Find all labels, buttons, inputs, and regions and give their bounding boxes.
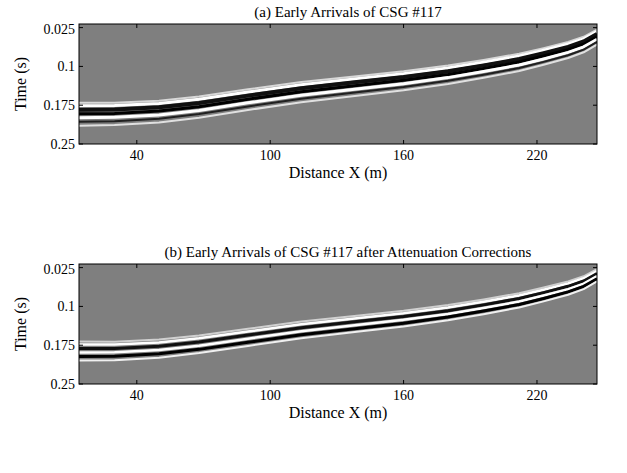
x-tick-label: 40 xyxy=(130,388,144,403)
y-tick-label: 0.25 xyxy=(51,377,76,392)
y-tick-label: 0.175 xyxy=(44,338,76,353)
x-tick xyxy=(270,140,271,144)
y-tick xyxy=(79,66,83,67)
x-tick-label: 160 xyxy=(393,148,414,163)
panel: (b) Early Arrivals of CSG #117 after Att… xyxy=(12,244,597,422)
y-tick-label: 0.1 xyxy=(58,59,76,74)
y-tick xyxy=(79,144,83,145)
y-tick-label: 0.1 xyxy=(58,299,76,314)
x-tick-label: 100 xyxy=(260,148,281,163)
y-tick xyxy=(79,267,83,268)
arrival-stripe xyxy=(79,42,597,122)
x-tick-label: 40 xyxy=(130,148,144,163)
y-tick xyxy=(593,384,597,385)
y-tick xyxy=(593,345,597,346)
arrival-stripe xyxy=(79,274,597,349)
panel-title: (b) Early Arrivals of CSG #117 after Att… xyxy=(165,244,532,261)
y-tick-label: 0.25 xyxy=(51,137,76,152)
plot-background xyxy=(79,24,597,144)
y-tick xyxy=(79,27,83,28)
y-tick xyxy=(79,105,83,106)
x-tick xyxy=(536,140,537,144)
y-tick xyxy=(593,144,597,145)
data-group xyxy=(79,30,597,126)
arrival-stripe xyxy=(79,276,597,352)
y-axis-title: Time (s) xyxy=(12,297,30,351)
x-tick xyxy=(403,264,404,268)
x-tick xyxy=(403,380,404,384)
x-tick xyxy=(270,24,271,28)
arrival-stripe xyxy=(79,45,597,126)
x-tick xyxy=(270,264,271,268)
y-tick-label: 0.175 xyxy=(44,98,76,113)
figure: (a) Early Arrivals of CSG #117 40 100 160 22… xyxy=(0,0,627,473)
data-group xyxy=(79,269,597,361)
x-tick xyxy=(536,380,537,384)
y-tick xyxy=(79,306,83,307)
y-tick xyxy=(593,66,597,67)
y-tick xyxy=(593,267,597,268)
y-tick xyxy=(79,384,83,385)
arrival-stripe xyxy=(79,37,597,114)
x-tick xyxy=(136,24,137,28)
x-tick xyxy=(270,380,271,384)
y-tick xyxy=(593,27,597,28)
x-axis-title: Distance X (m) xyxy=(289,404,388,422)
plot-frame xyxy=(79,24,597,144)
y-tick xyxy=(79,345,83,346)
x-tick-label: 220 xyxy=(526,148,547,163)
x-tick xyxy=(136,380,137,384)
x-tick-label: 220 xyxy=(526,388,547,403)
x-tick-label: 160 xyxy=(393,388,414,403)
plot-background xyxy=(79,264,597,384)
x-tick xyxy=(536,24,537,28)
y-tick-label: 0.025 xyxy=(44,262,76,277)
x-axis-title: Distance X (m) xyxy=(289,164,388,182)
y-tick xyxy=(593,306,597,307)
arrival-stripe xyxy=(79,39,597,117)
x-tick xyxy=(403,140,404,144)
plot-frame xyxy=(79,264,597,384)
x-tick xyxy=(403,24,404,28)
x-tick xyxy=(136,140,137,144)
x-tick-label: 100 xyxy=(260,388,281,403)
y-tick xyxy=(593,105,597,106)
panel: (a) Early Arrivals of CSG #117 40 100 160 22… xyxy=(12,4,597,182)
y-tick-label: 0.025 xyxy=(44,22,76,37)
arrival-stripe xyxy=(79,281,597,360)
arrival-stripe xyxy=(79,279,597,357)
panel-title: (a) Early Arrivals of CSG #117 xyxy=(254,4,442,21)
x-tick xyxy=(136,264,137,268)
y-axis-title: Time (s) xyxy=(12,57,30,111)
x-tick xyxy=(536,264,537,268)
